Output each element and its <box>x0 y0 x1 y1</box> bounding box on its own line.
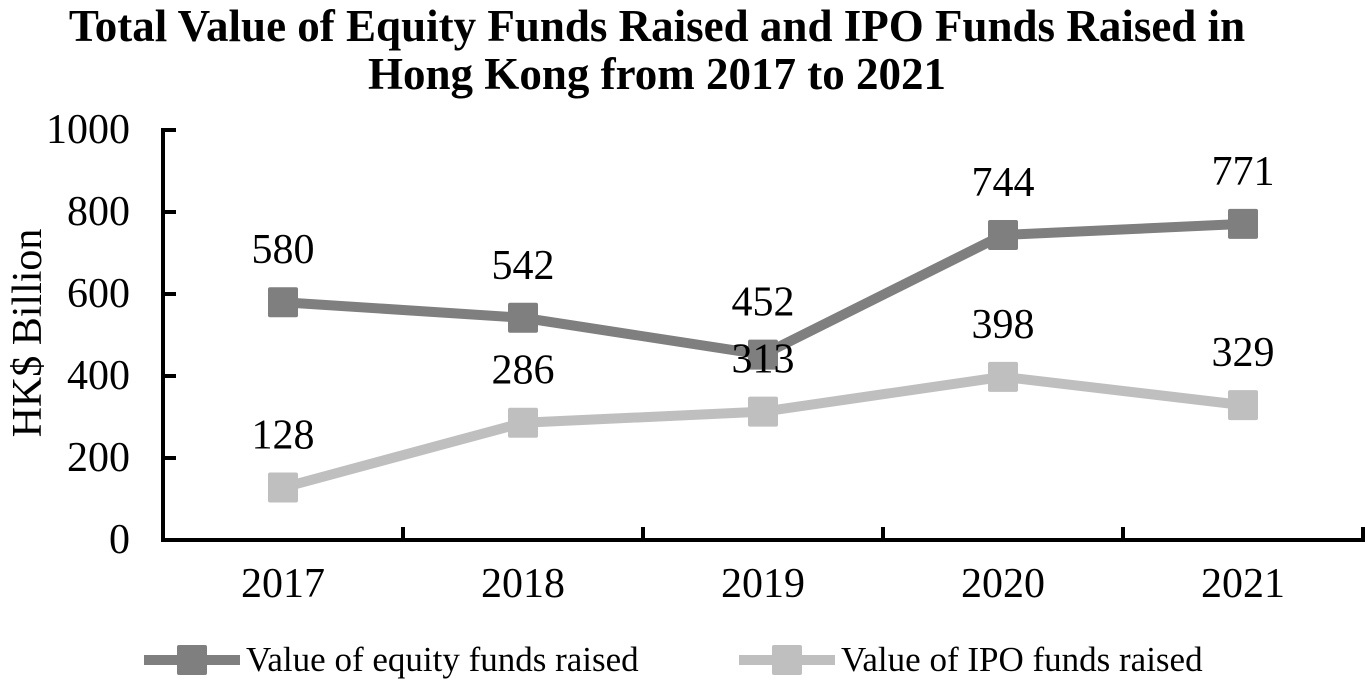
series-marker-0 <box>268 287 298 318</box>
series-marker-1 <box>748 396 778 427</box>
series-marker-1 <box>508 407 538 438</box>
series-marker-0 <box>508 302 538 333</box>
data-label-0: 771 <box>1212 149 1275 195</box>
legend-equity-line-marker-icon <box>144 645 240 675</box>
data-label-1: 128 <box>252 413 315 459</box>
data-label-0: 452 <box>732 280 795 326</box>
legend-item-equity-funds: Value of equity funds raised <box>144 639 639 681</box>
series-marker-1 <box>1228 390 1258 421</box>
series-marker-0 <box>1228 208 1258 239</box>
data-label-1: 286 <box>492 348 555 394</box>
data-label-1: 329 <box>1212 330 1275 376</box>
data-label-1: 313 <box>732 337 795 383</box>
legend-label-equity-funds: Value of equity funds raised <box>246 640 639 679</box>
y-axis-tick-label: 0 <box>109 517 130 563</box>
x-axis-tick-label: 2021 <box>1201 561 1285 607</box>
x-axis-tick-label: 2020 <box>961 561 1045 607</box>
chart-title-line1: Total Value of Equity Funds Raised and I… <box>68 1 1246 51</box>
legend-ipo-line-marker-icon <box>739 645 835 675</box>
x-axis-tick-label: 2019 <box>721 561 805 607</box>
chart-title-line2: Hong Kong from 2017 to 2021 <box>368 49 946 99</box>
series-marker-1 <box>268 472 298 503</box>
data-label-0: 542 <box>492 243 555 289</box>
data-label-1: 398 <box>972 302 1035 348</box>
y-axis-tick-label: 200 <box>67 435 130 481</box>
legend-item-ipo-funds: Value of IPO funds raised <box>739 639 1203 681</box>
series-marker-0 <box>748 339 778 370</box>
y-axis-tick-label: 600 <box>67 271 130 317</box>
y-axis-tick-label: 1000 <box>46 107 130 153</box>
y-axis-title: HK$ Billion <box>5 229 51 438</box>
series-marker-0 <box>988 219 1018 250</box>
data-label-0: 744 <box>972 160 1035 206</box>
chart-title: Total Value of Equity Funds Raised and I… <box>0 2 1314 98</box>
series-line-1 <box>281 371 1244 493</box>
x-axis-tick-label: 2017 <box>241 561 325 607</box>
data-label-0: 580 <box>252 227 315 273</box>
y-axis-tick-label: 800 <box>67 189 130 235</box>
y-axis-tick-label: 400 <box>67 353 130 399</box>
legend-label-ipo-funds: Value of IPO funds raised <box>841 640 1203 679</box>
x-axis-tick-label: 2018 <box>481 561 565 607</box>
series-marker-1 <box>988 361 1018 392</box>
